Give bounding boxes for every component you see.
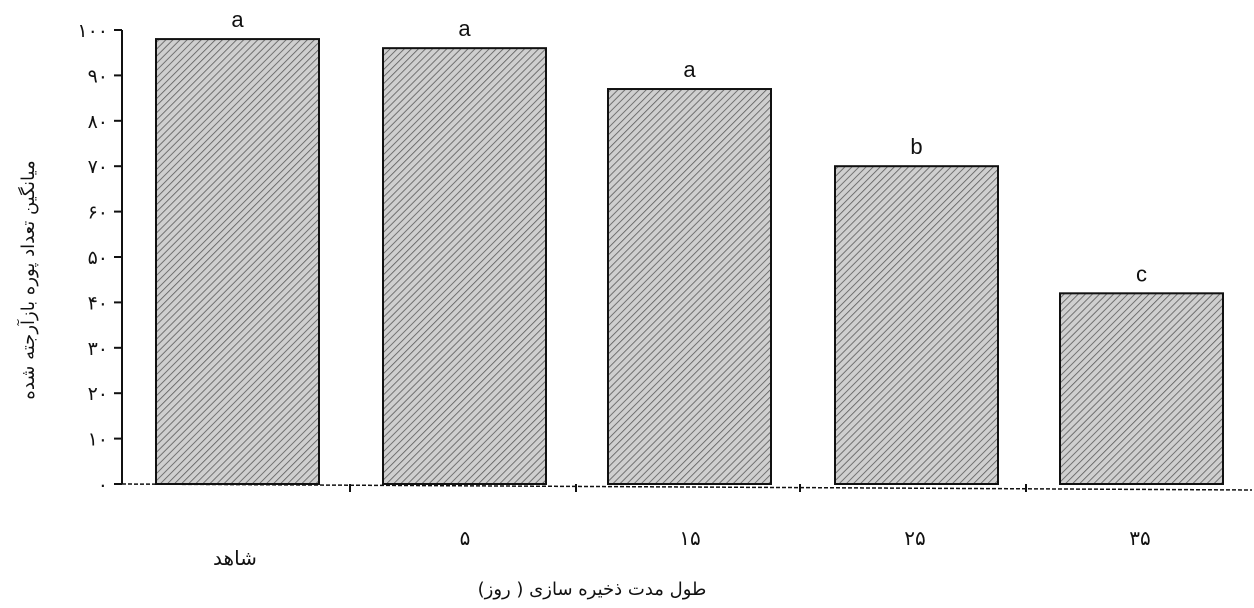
x-tick-label: شاهد [213, 546, 257, 570]
significance-letter: a [683, 57, 696, 82]
bar [834, 165, 999, 485]
bars-layer [155, 38, 1224, 486]
bar [155, 38, 320, 486]
significance-letter: a [231, 7, 244, 32]
y-tick-label: ۲۰ [88, 383, 108, 405]
y-tick-label: ۱۰۰ [77, 20, 108, 42]
y-axis-title: میانگین تعداد پوره بازآرجته شده [16, 160, 39, 399]
x-tick-label: ۱۵ [679, 526, 700, 550]
x-axis-title: طول مدت ذخیره سازی ( روز) [478, 579, 707, 600]
y-tick-label: ۱۰ [88, 429, 108, 451]
x-tick-label: ۳۵ [1129, 526, 1150, 550]
bar [1059, 292, 1224, 485]
y-tick-label: ۰ [98, 474, 108, 496]
y-tick-label: ۷۰ [88, 156, 108, 178]
axes [114, 29, 1253, 492]
y-tick-label: ۹۰ [88, 65, 108, 87]
y-tick-label: ۳۰ [88, 338, 108, 360]
significance-letter: a [458, 16, 471, 41]
bar [382, 47, 547, 485]
y-tick-label: ۸۰ [88, 111, 108, 133]
x-axis-line [121, 483, 1253, 491]
y-tick-label: ۴۰ [88, 292, 108, 314]
x-tick-label: ۵ [460, 526, 471, 550]
labels-layer: a a a b c ۰ ۱۰ ۲۰ ۳۰ ۴۰ ۵۰ ۶۰ ۷۰ ۸۰ ۹۰ ۱۰۰ شاهد ۵ ۱۵ ۲۵ ۳۵ [77, 7, 1150, 570]
y-tick-label: ۵۰ [88, 247, 108, 269]
significance-letter: c [1136, 261, 1147, 286]
y-tick-label: ۶۰ [88, 202, 108, 224]
bar [607, 88, 772, 486]
significance-letter: b [910, 134, 922, 159]
x-tick-label: ۲۵ [904, 526, 925, 550]
